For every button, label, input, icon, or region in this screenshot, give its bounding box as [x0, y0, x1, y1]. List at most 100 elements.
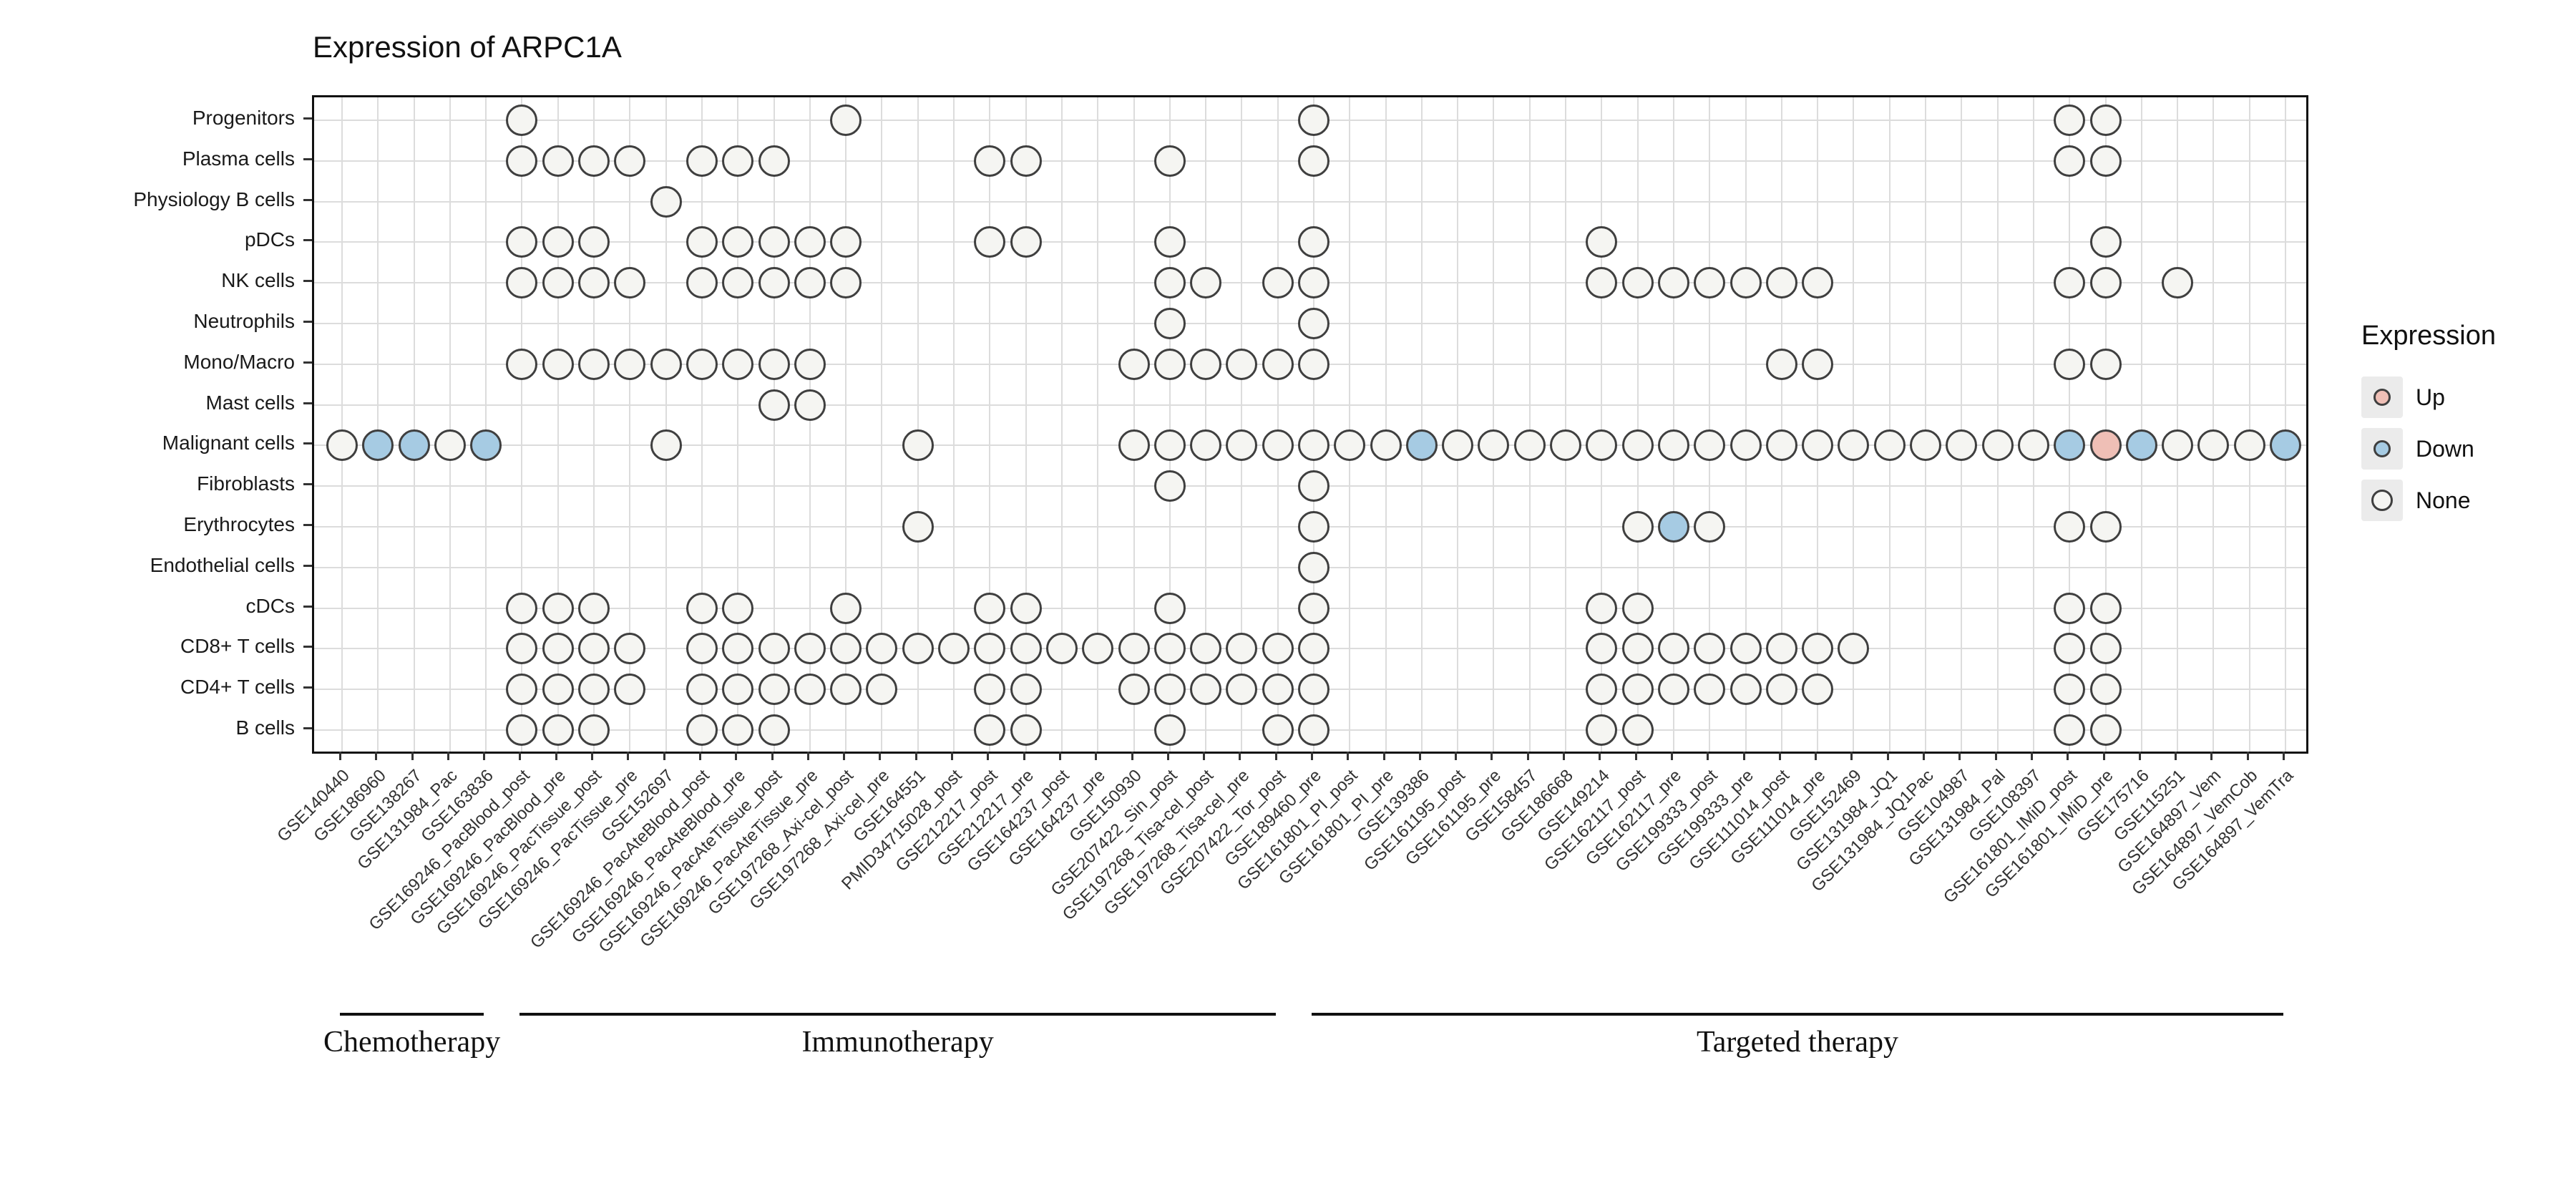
- expression-dot-none: [1262, 714, 1294, 746]
- expression-dot-none: [2054, 633, 2086, 665]
- y-axis-tick: [303, 239, 312, 242]
- x-axis-tick: [483, 752, 486, 760]
- y-tick-label: Mast cells: [205, 391, 295, 414]
- grid-line-vertical: [2285, 97, 2286, 752]
- expression-dot-none: [1262, 633, 1294, 665]
- expression-dot-none: [758, 145, 790, 177]
- legend-item: None: [2361, 475, 2496, 526]
- expression-dot-none: [794, 633, 826, 665]
- expression-dot-none: [1657, 267, 1689, 299]
- expression-dot-none: [1298, 267, 1330, 299]
- expression-dot-none: [578, 145, 610, 177]
- y-tick-label: Erythrocytes: [183, 513, 295, 535]
- expression-dot-none: [2089, 267, 2122, 299]
- expression-dot-none: [1190, 429, 1222, 462]
- expression-dot-none: [1153, 308, 1186, 339]
- x-axis-tick: [1058, 752, 1061, 760]
- expression-dot-none: [1621, 592, 1654, 624]
- grid-line-vertical: [845, 97, 847, 752]
- expression-dot-none: [2054, 511, 2086, 543]
- expression-dot-none: [1838, 633, 1870, 665]
- expression-dot-none: [1621, 267, 1654, 299]
- expression-dot-none: [1010, 145, 1042, 177]
- expression-dot-none: [974, 145, 1006, 177]
- expression-dot-none: [650, 348, 682, 380]
- expression-dot-none: [758, 267, 790, 299]
- grid-line-vertical: [1961, 97, 1963, 752]
- expression-dot-none: [506, 633, 538, 665]
- y-tick-label: CD8+ T cells: [180, 635, 295, 658]
- x-axis-tick: [1670, 752, 1673, 760]
- expression-dot-none: [1226, 674, 1258, 706]
- expression-dot-none: [2054, 145, 2086, 177]
- x-axis-tick: [1707, 752, 1709, 760]
- y-tick-label: B cells: [235, 716, 295, 739]
- expression-dot-none: [686, 348, 718, 380]
- expression-dot-none: [974, 674, 1006, 706]
- expression-dot-none: [974, 714, 1006, 746]
- plot-area: [312, 95, 2308, 754]
- expression-dot-none: [1298, 674, 1330, 706]
- y-axis-tick: [303, 117, 312, 120]
- expression-dot-none: [1981, 429, 2014, 462]
- x-axis-tick: [771, 752, 774, 760]
- expression-dot-none: [830, 226, 862, 258]
- expression-dot-none: [1045, 633, 1078, 665]
- expression-dot-none: [1298, 226, 1330, 258]
- expression-dot-none: [2089, 105, 2122, 136]
- expression-dot-none: [1190, 267, 1222, 299]
- grid-line-vertical: [1493, 97, 1495, 752]
- expression-dot-down: [2270, 429, 2301, 462]
- y-axis-tick: [303, 727, 312, 729]
- grid-line-vertical: [809, 97, 811, 752]
- expression-dot-none: [1729, 674, 1762, 706]
- expression-dot-none: [542, 226, 574, 258]
- expression-dot-none: [1621, 511, 1654, 543]
- x-axis-tick: [1526, 752, 1529, 760]
- x-axis-tick: [591, 752, 594, 760]
- legend-item-label: Down: [2416, 435, 2474, 462]
- expression-dot-none: [830, 267, 862, 299]
- expression-dot-none: [434, 429, 466, 462]
- grid-line-horizontal: [314, 404, 2306, 406]
- grid-line-vertical: [1601, 97, 1603, 752]
- legend-swatch-down: [2373, 440, 2391, 457]
- expression-dot-none: [1153, 267, 1186, 299]
- y-axis-tick: [303, 157, 312, 160]
- expression-dot-none: [506, 226, 538, 258]
- expression-dot-none: [1153, 592, 1186, 624]
- expression-dot-none: [1802, 267, 1834, 299]
- x-axis-tick: [2283, 752, 2285, 760]
- y-axis-tick: [303, 402, 312, 404]
- expression-dot-none: [2162, 429, 2194, 462]
- grid-line-vertical: [1636, 97, 1639, 752]
- expression-dot-none: [506, 105, 538, 136]
- expression-dot-down: [2125, 429, 2157, 462]
- grid-line-vertical: [1888, 97, 1890, 752]
- expression-dot-none: [1190, 633, 1222, 665]
- expression-dot-none: [1298, 470, 1330, 502]
- x-axis-tick: [1274, 752, 1277, 760]
- expression-dot-none: [1298, 511, 1330, 543]
- grid-line-vertical: [2032, 97, 2034, 752]
- expression-dot-none: [902, 633, 934, 665]
- legend-key: [2361, 428, 2403, 470]
- expression-dot-none: [1657, 674, 1689, 706]
- expression-dot-none: [506, 592, 538, 624]
- expression-dot-none: [578, 633, 610, 665]
- x-axis-tick: [375, 752, 378, 760]
- legend-item-label: None: [2416, 487, 2471, 513]
- expression-dot-none: [1442, 429, 1474, 462]
- grid-line-vertical: [413, 97, 415, 752]
- expression-dot-none: [1802, 348, 1834, 380]
- y-axis-tick: [303, 605, 312, 608]
- expression-dot-none: [1513, 429, 1546, 462]
- expression-dot-none: [1586, 429, 1618, 462]
- grid-line-vertical: [1457, 97, 1459, 752]
- expression-dot-none: [830, 633, 862, 665]
- expression-dot-none: [938, 633, 970, 665]
- expression-dot-none: [578, 348, 610, 380]
- expression-dot-none: [1153, 429, 1186, 462]
- expression-dot-none: [614, 348, 646, 380]
